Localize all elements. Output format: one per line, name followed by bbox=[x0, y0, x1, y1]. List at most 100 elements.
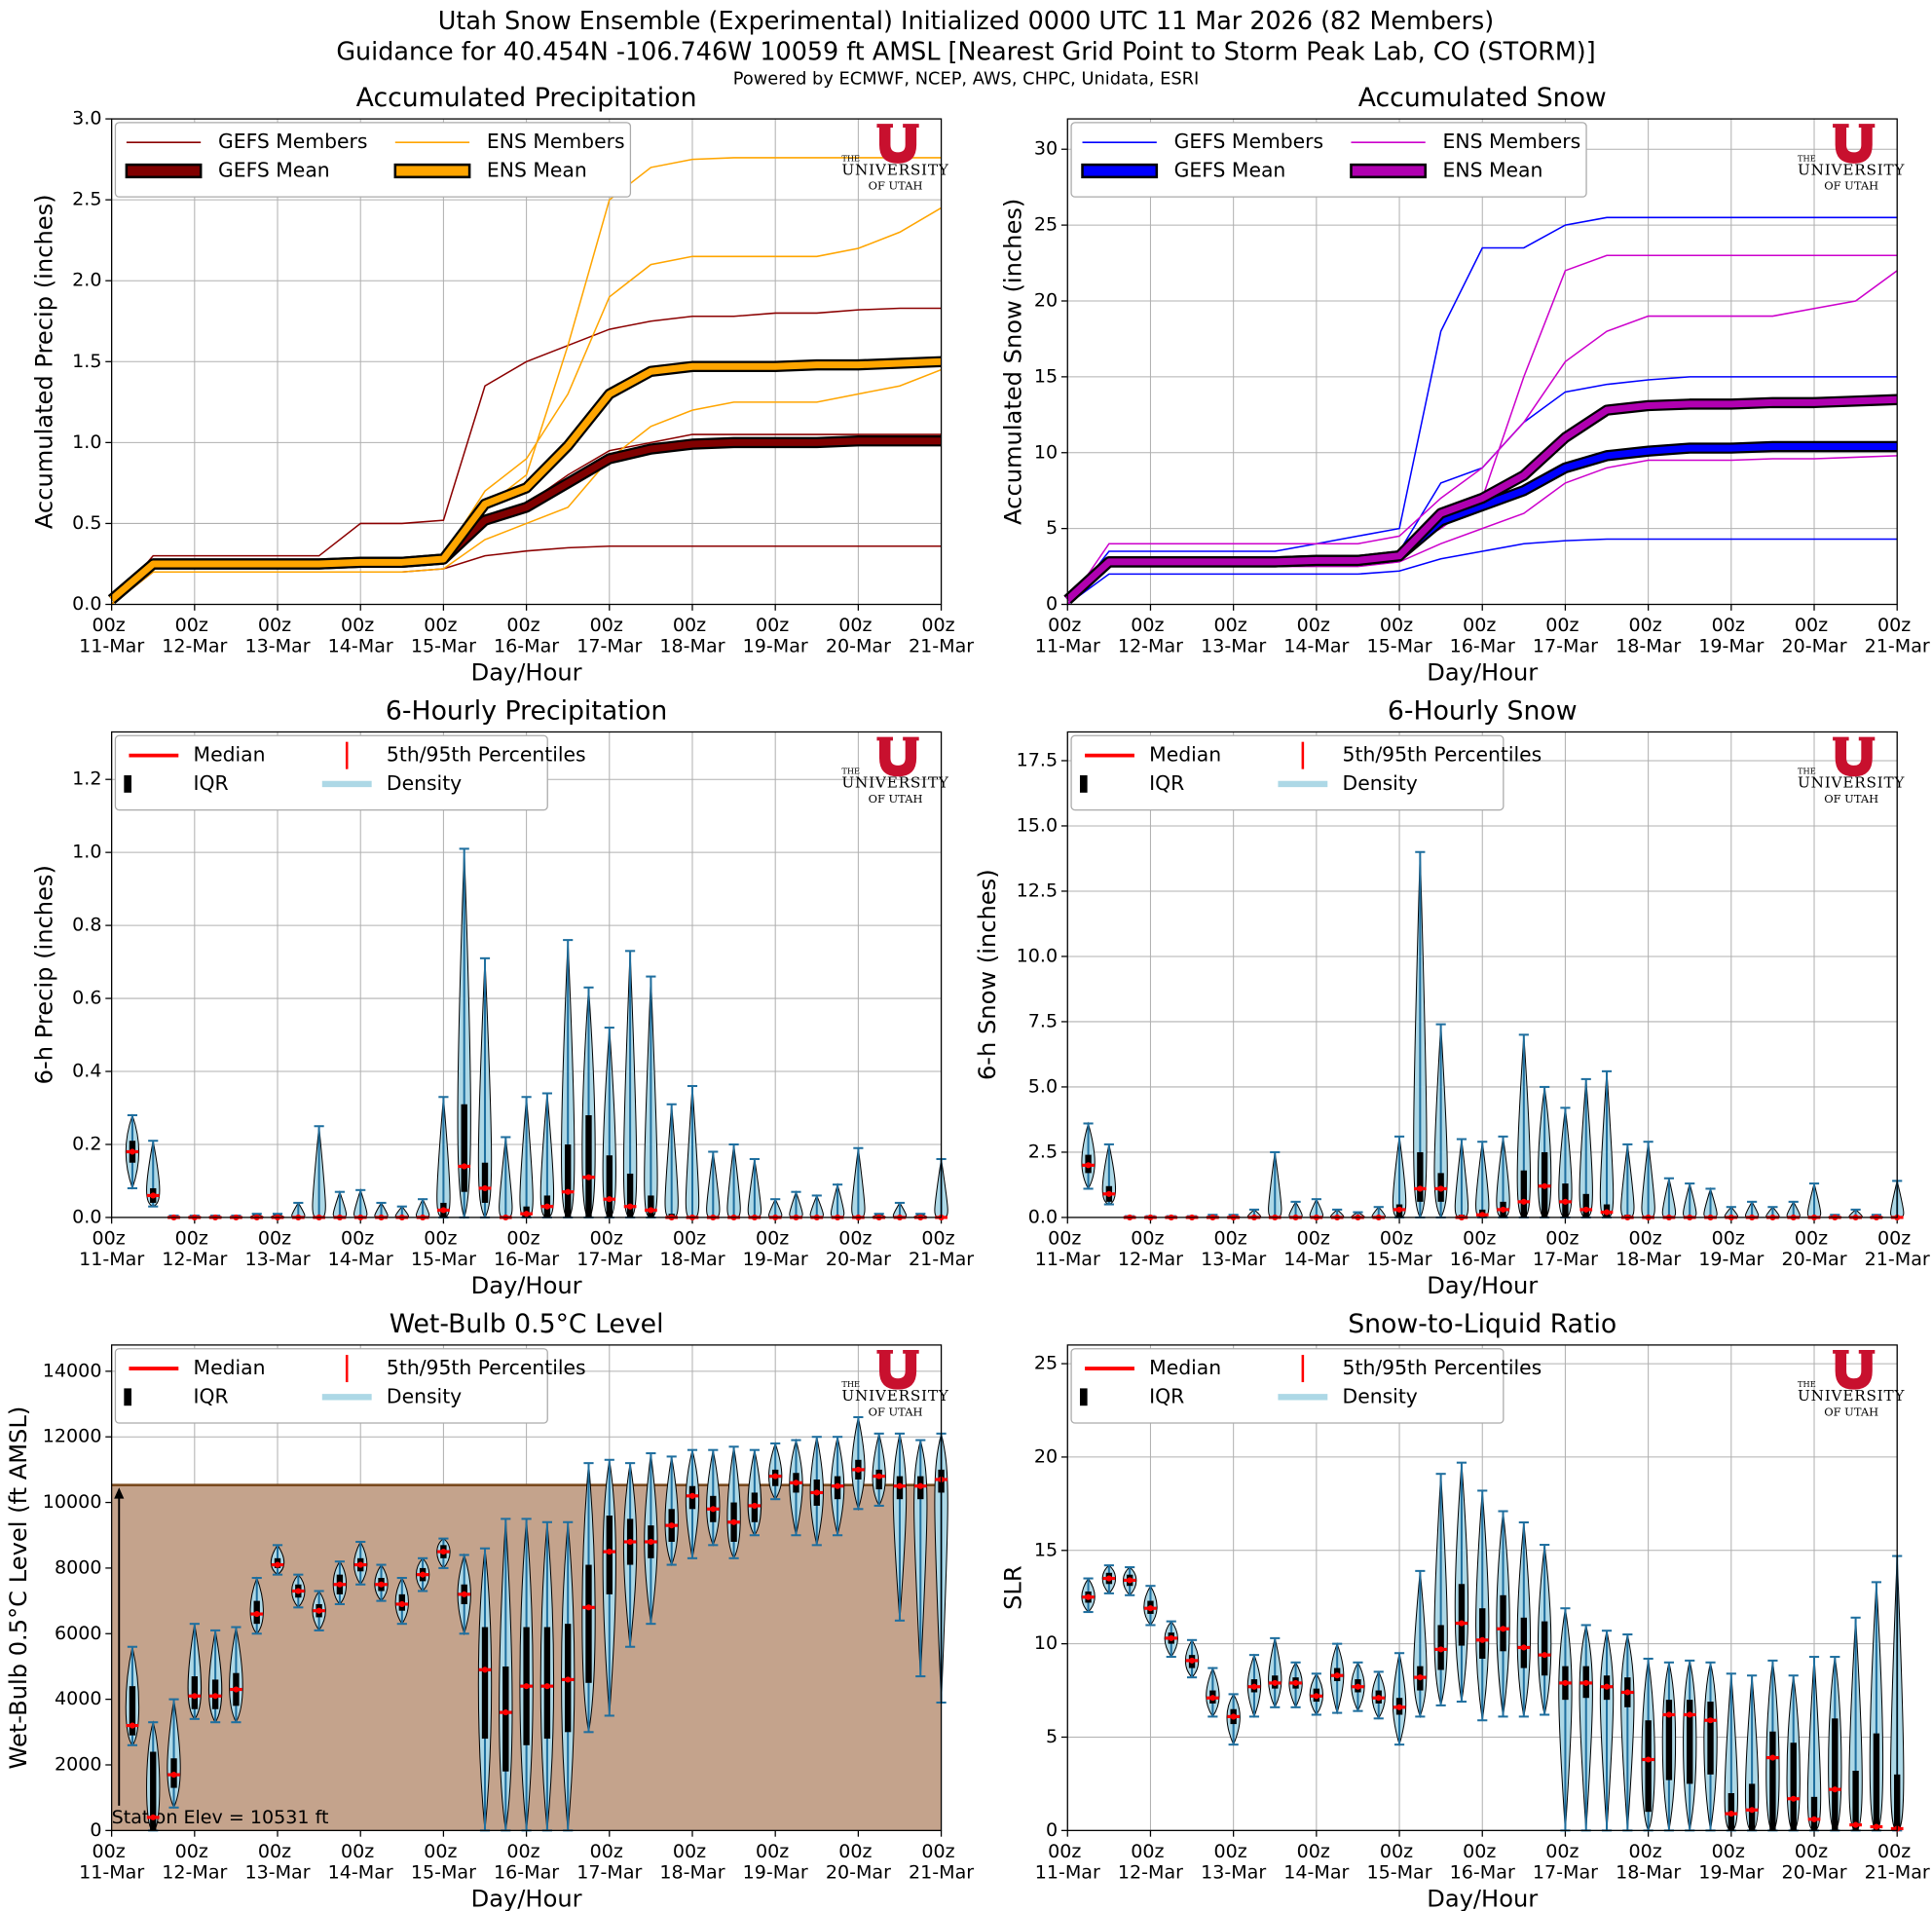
x-tick-label-line: 15-Mar bbox=[1366, 1861, 1431, 1883]
y-tick-label: 10 bbox=[1034, 1632, 1058, 1654]
median-dot bbox=[398, 1600, 405, 1608]
x-tick-label: 00z 19-Mar bbox=[1698, 1227, 1764, 1270]
median-dot bbox=[461, 1163, 467, 1170]
legend-label: Median bbox=[1149, 1356, 1221, 1379]
median-dot bbox=[461, 1591, 467, 1597]
median-dot bbox=[233, 1686, 240, 1693]
x-tick-label-line: 13-Mar bbox=[244, 1249, 310, 1270]
x-tick-label: 00z 18-Mar bbox=[1616, 1227, 1681, 1270]
x-tick-label-line: 00z bbox=[756, 1840, 795, 1861]
member-line bbox=[1066, 270, 1898, 605]
x-tick-label: 00z 15-Mar bbox=[411, 615, 476, 657]
x-tick-label: 00z 19-Mar bbox=[743, 1840, 808, 1883]
iqr-box bbox=[129, 1686, 136, 1736]
legend-label: Median bbox=[194, 1356, 266, 1379]
x-tick-label-line: 00z bbox=[590, 1227, 629, 1249]
x-tick-label-line: 18-Mar bbox=[1616, 635, 1681, 656]
x-tick-label-line: 00z bbox=[1795, 615, 1834, 636]
x-tick-label-line: 00z bbox=[673, 1840, 712, 1861]
legend-label: GEFS Mean bbox=[1174, 158, 1286, 181]
y-tick-label: 1.0 bbox=[72, 431, 101, 453]
x-tick-label-line: 00z bbox=[1213, 615, 1252, 636]
x-tick-label-line: 00z bbox=[1463, 1227, 1502, 1249]
x-tick-label-line: 00z bbox=[1545, 615, 1584, 636]
x-tick-label-line: 20-Mar bbox=[1781, 1249, 1846, 1270]
x-tick-label: 00z 16-Mar bbox=[494, 1227, 559, 1270]
y-tick-label: 0.8 bbox=[72, 915, 101, 936]
iqr-box bbox=[1582, 1193, 1589, 1218]
suptitle: Utah Snow Ensemble (Experimental) Initia… bbox=[438, 6, 1494, 35]
legend-label: 5th/95th Percentiles bbox=[1343, 743, 1542, 767]
x-tick-label-line: 00z bbox=[424, 615, 463, 636]
x-tick-label-line: 00z bbox=[258, 615, 297, 636]
x-tick-label: 00z 11-Mar bbox=[79, 1227, 144, 1270]
x-tick-label-line: 00z bbox=[1712, 615, 1751, 636]
x-tick-label: 00z 20-Mar bbox=[826, 1840, 891, 1883]
y-tick-label: 3.0 bbox=[72, 108, 101, 130]
x-tick-label-line: 20-Mar bbox=[1781, 1861, 1846, 1883]
legend-box bbox=[1070, 1348, 1505, 1424]
legend-swatch bbox=[125, 163, 203, 179]
y-tick-label: 5 bbox=[1046, 1726, 1058, 1747]
logo-text: THE bbox=[1798, 1379, 1816, 1389]
iqr-box bbox=[585, 1114, 592, 1218]
legend-label: IQR bbox=[1149, 1384, 1184, 1407]
median-dot bbox=[212, 1693, 219, 1700]
logo-u bbox=[876, 124, 919, 164]
x-tick-label-line: 00z bbox=[1795, 1227, 1834, 1249]
iqr-box bbox=[481, 1162, 489, 1203]
x-tick-label-line: 00z bbox=[175, 1227, 214, 1249]
median-dot bbox=[1230, 1713, 1237, 1720]
legend-label: Density bbox=[387, 771, 462, 795]
x-tick-label: 00z 21-Mar bbox=[909, 1840, 974, 1883]
median-dot bbox=[1437, 1646, 1444, 1653]
x-tick-label-line: 00z bbox=[1877, 615, 1916, 636]
x-tick-label-line: 13-Mar bbox=[1201, 1861, 1266, 1883]
median-dot bbox=[1500, 1626, 1506, 1632]
x-tick-label-line: 21-Mar bbox=[1865, 1861, 1930, 1883]
y-tick-label: 4000 bbox=[55, 1688, 102, 1709]
logo-text: UNIVERSITY bbox=[841, 161, 948, 178]
y-tick-label: 2.0 bbox=[72, 270, 101, 291]
iqr-box bbox=[626, 1173, 634, 1218]
median-dot bbox=[585, 1604, 592, 1611]
y-tick-label: 0.0 bbox=[72, 593, 101, 615]
y-tick-label: 17.5 bbox=[1017, 749, 1058, 770]
median-dot bbox=[917, 1482, 924, 1489]
x-tick-label-line: 13-Mar bbox=[1201, 1249, 1266, 1270]
median-dot bbox=[1292, 1679, 1299, 1686]
plot-frame bbox=[110, 1344, 943, 1831]
median-dot bbox=[585, 1174, 592, 1180]
legend-swatch bbox=[1350, 163, 1428, 179]
iqr-box bbox=[481, 1627, 489, 1740]
x-tick-label: 00z 11-Mar bbox=[1035, 615, 1100, 657]
median-dot bbox=[1147, 1605, 1154, 1612]
median-dot bbox=[316, 1607, 322, 1614]
iqr-box bbox=[461, 1104, 467, 1192]
legend-label: 5th/95th Percentiles bbox=[1343, 1356, 1542, 1379]
x-tick-label-line: 00z bbox=[1131, 1840, 1170, 1861]
median-dot bbox=[1665, 1711, 1672, 1718]
median-dot bbox=[481, 1184, 489, 1192]
median-dot bbox=[1355, 1683, 1361, 1690]
iqr-box bbox=[150, 1751, 157, 1831]
median-dot bbox=[295, 1588, 302, 1594]
x-tick-label-line: 14-Mar bbox=[1283, 1861, 1349, 1883]
iqr-box bbox=[1790, 1742, 1797, 1831]
y-tick-label: 15 bbox=[1034, 1539, 1058, 1560]
x-tick-label: 00z 15-Mar bbox=[411, 1840, 476, 1883]
logo-text: THE bbox=[841, 1379, 860, 1389]
y-tick-label: 5.0 bbox=[1028, 1075, 1058, 1097]
logo-text: OF UTAH bbox=[869, 792, 923, 806]
logo-text: THE bbox=[1798, 153, 1816, 163]
x-tick-label: 00z 16-Mar bbox=[1450, 1227, 1515, 1270]
x-tick-label-line: 00z bbox=[1463, 615, 1502, 636]
chart-title: Wet-Bulb 0.5°C Level bbox=[390, 1309, 664, 1339]
x-tick-label-line: 00z bbox=[921, 1840, 960, 1861]
x-axis-label: Day/Hour bbox=[1427, 1272, 1538, 1299]
x-tick-label-line: 00z bbox=[92, 1840, 130, 1861]
x-tick-label: 00z 21-Mar bbox=[1865, 1227, 1930, 1270]
median-dot bbox=[1479, 1636, 1486, 1643]
median-dot bbox=[1810, 1816, 1818, 1822]
